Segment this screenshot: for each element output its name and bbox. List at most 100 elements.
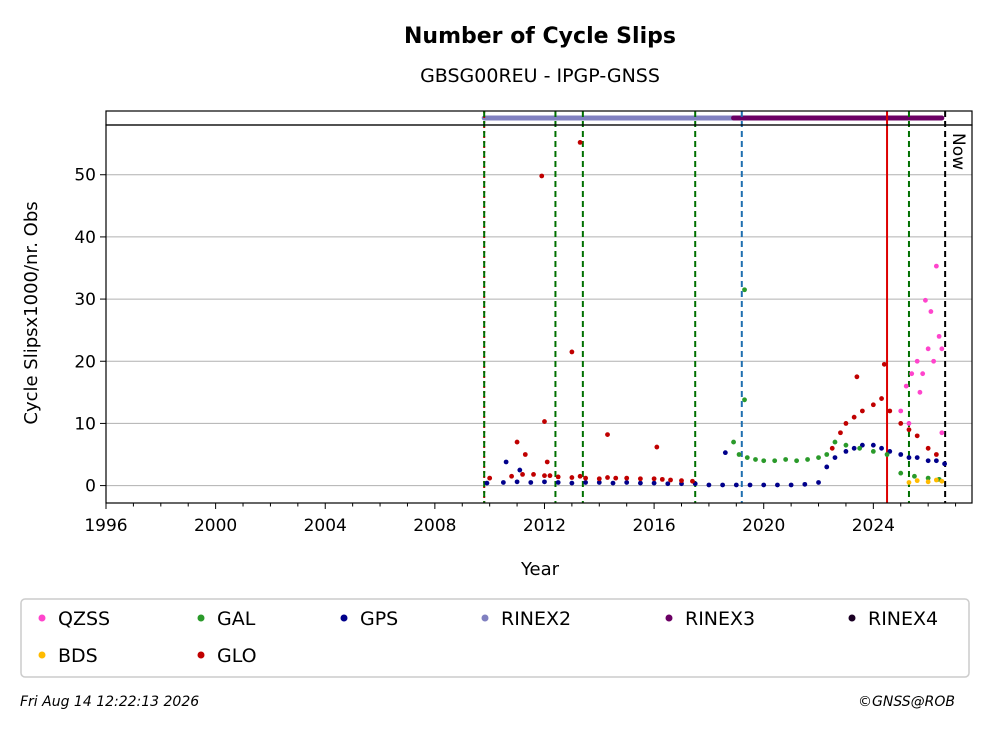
point-glo — [933, 452, 939, 457]
now-label: Now — [948, 133, 968, 170]
point-gps — [747, 482, 753, 488]
point-qzss — [914, 358, 920, 364]
point-gps — [816, 480, 821, 485]
point-glo — [870, 402, 876, 408]
point-gps — [906, 455, 912, 461]
point-gal — [925, 475, 931, 481]
point-gps — [583, 480, 588, 485]
legend-marker-bds — [38, 651, 46, 659]
point-glo — [881, 361, 887, 367]
x-axis-label: Year — [520, 559, 560, 580]
point-glo — [577, 473, 583, 479]
y-tick-label: 30 — [74, 290, 96, 310]
y-tick-label: 10 — [74, 414, 96, 434]
y-tick-label: 0 — [85, 477, 96, 497]
point-gps — [788, 482, 794, 488]
point-qzss — [909, 371, 915, 377]
point-glo — [542, 473, 547, 479]
point-gal — [832, 439, 838, 445]
point-gps — [596, 480, 602, 485]
y-axis-label: Cycle Slipsx1000/nr. Obs — [21, 201, 42, 424]
point-gps — [610, 480, 616, 486]
point-gal — [783, 457, 789, 462]
point-glo — [637, 476, 643, 482]
grid — [106, 174, 972, 487]
point-gps — [722, 450, 728, 456]
legend-label-rinex2: RINEX2 — [501, 608, 571, 630]
point-gps — [851, 445, 857, 451]
point-qzss — [903, 383, 909, 389]
point-gal — [794, 458, 800, 464]
point-glo — [654, 444, 660, 450]
point-glo — [531, 472, 536, 477]
point-gps — [843, 448, 849, 454]
point-glo — [547, 473, 553, 479]
point-gps — [832, 455, 838, 461]
point-gps — [503, 459, 509, 465]
point-gps — [569, 480, 575, 486]
legend-marker-gps — [340, 614, 348, 622]
point-glo — [544, 459, 550, 465]
point-glo — [555, 474, 561, 480]
point-qzss — [933, 263, 939, 269]
legend-marker-gal — [197, 614, 205, 622]
point-glo — [851, 414, 857, 420]
point-glo — [624, 475, 630, 481]
point-glo — [613, 475, 619, 481]
point-glo — [487, 475, 493, 481]
point-qzss — [925, 346, 931, 352]
point-glo — [539, 173, 545, 179]
point-glo — [887, 408, 893, 414]
point-glo — [605, 475, 610, 480]
point-gal — [736, 452, 742, 457]
point-glo — [879, 396, 884, 401]
point-gps — [528, 480, 534, 485]
point-gps — [898, 452, 904, 457]
point-gal — [761, 458, 767, 464]
point-glo — [925, 445, 931, 451]
point-glo — [668, 477, 673, 483]
x-tick-label: 2012 — [523, 516, 566, 536]
legend-label-rinex4: RINEX4 — [868, 608, 938, 630]
point-glo — [583, 475, 588, 481]
point-qzss — [939, 346, 945, 352]
point-gps — [624, 480, 630, 485]
x-tick-label: 2024 — [852, 516, 895, 536]
axes: 0 10 20 30 40 50 1996 2000 2004 2008 2012 2016 2020 2… — [74, 110, 973, 536]
legend: QZSS GAL GPS RINEX2 RINEX3 RINEX4 BDS GLO — [20, 598, 970, 678]
y-tick-label: 40 — [74, 228, 96, 248]
legend-label-rinex3: RINEX3 — [685, 608, 755, 630]
x-tick-label: 2016 — [632, 516, 675, 536]
point-gps — [870, 442, 876, 448]
data-points — [484, 140, 947, 488]
chart-subtitle: GBSG00REU - IPGP-GNSS — [420, 65, 660, 87]
point-gps — [542, 479, 547, 485]
legend-marker-rinex3 — [665, 614, 673, 622]
point-glo — [605, 432, 610, 438]
point-gal — [870, 448, 876, 454]
point-gps — [942, 461, 947, 467]
point-gps — [706, 482, 712, 488]
point-gps — [925, 458, 931, 464]
point-glo — [520, 472, 525, 477]
point-glo — [522, 452, 528, 457]
point-gal — [857, 445, 863, 451]
y-tick-label: 50 — [74, 166, 96, 186]
point-qzss — [906, 421, 912, 426]
point-gal — [824, 452, 830, 457]
legend-label-glo: GLO — [217, 645, 257, 667]
point-gps — [555, 480, 561, 485]
legend-label-qzss: QZSS — [58, 608, 110, 630]
plot-frame — [105, 124, 973, 504]
point-gps — [514, 479, 520, 485]
point-gal — [731, 439, 736, 445]
y-tick-label: 20 — [74, 352, 96, 372]
point-qzss — [923, 297, 928, 303]
footer-credit: ©GNSS@ROB — [858, 694, 955, 710]
point-gps — [500, 480, 506, 485]
point-glo — [906, 427, 912, 433]
point-gps — [484, 480, 490, 486]
legend-box — [20, 598, 970, 678]
x-tick-label: 2020 — [742, 516, 785, 536]
